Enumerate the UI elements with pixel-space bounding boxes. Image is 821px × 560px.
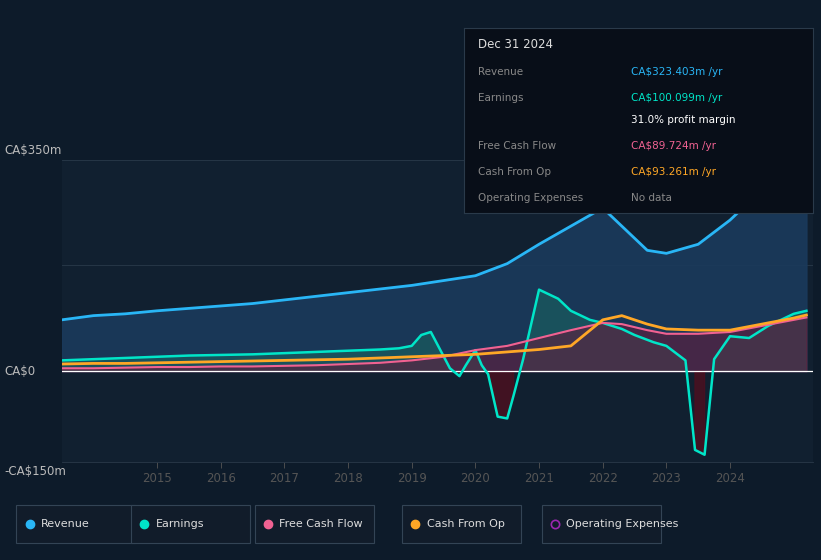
Text: CA$350m: CA$350m [4,144,62,157]
Text: CA$100.099m /yr: CA$100.099m /yr [631,93,722,103]
Text: CA$89.724m /yr: CA$89.724m /yr [631,141,717,151]
Text: Earnings: Earnings [156,519,204,529]
Text: CA$0: CA$0 [4,365,35,378]
Text: Revenue: Revenue [478,67,523,77]
Text: Revenue: Revenue [41,519,89,529]
Text: CA$93.261m /yr: CA$93.261m /yr [631,167,717,177]
Text: Free Cash Flow: Free Cash Flow [279,519,363,529]
FancyBboxPatch shape [402,505,521,543]
Text: Free Cash Flow: Free Cash Flow [478,141,556,151]
FancyBboxPatch shape [131,505,250,543]
FancyBboxPatch shape [255,505,374,543]
Text: Operating Expenses: Operating Expenses [566,519,679,529]
Text: Earnings: Earnings [478,93,523,103]
Text: Cash From Op: Cash From Op [427,519,505,529]
Text: Cash From Op: Cash From Op [478,167,551,177]
Text: No data: No data [631,193,672,203]
Text: -CA$150m: -CA$150m [4,465,66,478]
Text: CA$323.403m /yr: CA$323.403m /yr [631,67,722,77]
Text: Operating Expenses: Operating Expenses [478,193,583,203]
Text: Dec 31 2024: Dec 31 2024 [478,38,553,51]
FancyBboxPatch shape [542,505,661,543]
FancyBboxPatch shape [16,505,135,543]
Text: 31.0% profit margin: 31.0% profit margin [631,115,736,125]
